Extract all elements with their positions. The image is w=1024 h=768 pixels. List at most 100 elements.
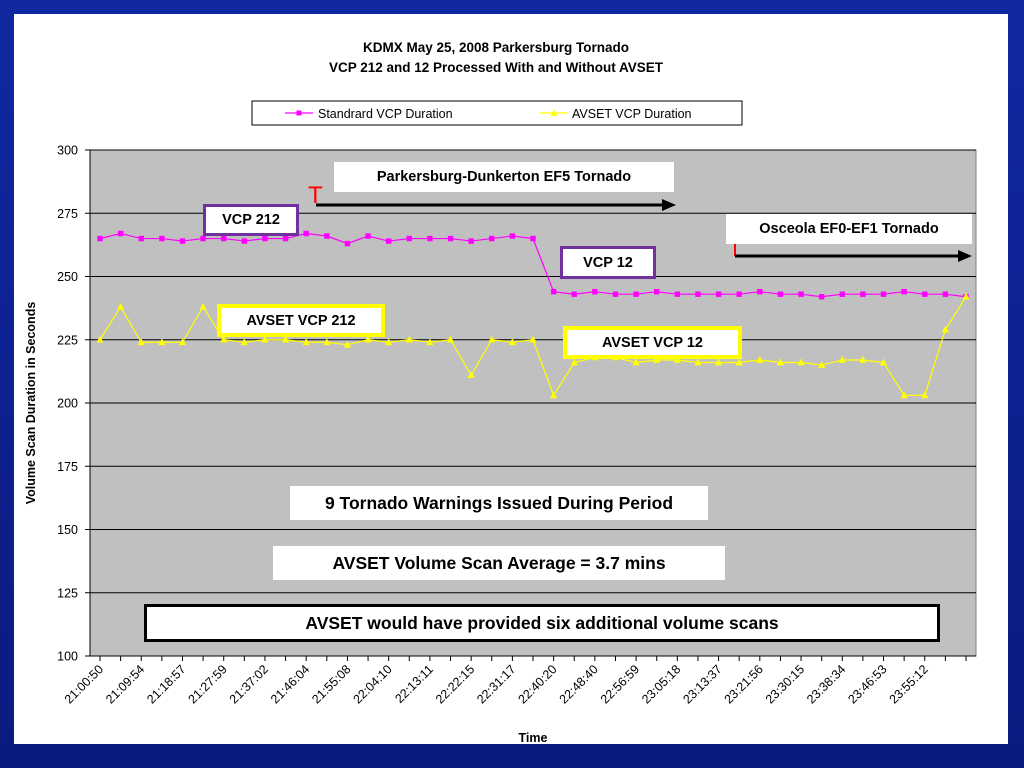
parkersburg-label: Parkersburg-Dunkerton EF5 Tornado [334, 162, 674, 192]
standard-point [138, 235, 144, 242]
avset-point [137, 338, 145, 346]
standard-point [654, 288, 660, 295]
vcp212-label: VCP 212 [203, 204, 299, 236]
additional-scans-label: AVSET would have provided six additional… [144, 604, 940, 642]
avset-point [364, 335, 372, 343]
legend-label-avset: AVSET VCP Duration [572, 107, 692, 121]
y-tick-label: 100 [57, 650, 78, 664]
avset-point [343, 340, 352, 348]
avset-point [879, 358, 888, 366]
legend-marker-avset [550, 109, 558, 116]
x-tick-label: 23:30:15 [763, 662, 807, 706]
y-tick-label: 275 [57, 207, 78, 221]
chart-subtitle: VCP 212 and 12 Processed With and Withou… [329, 60, 664, 75]
avset-point [158, 338, 166, 346]
standard-point [344, 240, 351, 247]
standard-point [489, 235, 495, 242]
standard-point [571, 291, 577, 297]
standard-point [468, 238, 474, 244]
avset-point [199, 302, 207, 310]
avset-point [550, 391, 558, 399]
x-tick-label: 21:27:59 [186, 662, 230, 706]
x-tick-label: 21:37:02 [227, 662, 271, 706]
standard-point [880, 291, 887, 297]
standard-point [942, 291, 949, 297]
osceola-label: Osceola EF0-EF1 Tornado [726, 214, 972, 244]
chart-title: KDMX May 25, 2008 Parkersburg Tornado [363, 40, 629, 55]
standard-point [633, 291, 639, 297]
x-tick-label: 22:56:59 [598, 662, 642, 706]
standard-point [592, 288, 598, 295]
avset-point [962, 292, 970, 300]
x-tick-label: 21:18:57 [144, 662, 188, 706]
warnings-label: 9 Tornado Warnings Issued During Period [290, 486, 708, 520]
x-tick-label: 22:48:40 [557, 662, 601, 706]
avset-point [426, 338, 434, 346]
legend-label-standard: Standrard VCP Duration [318, 107, 453, 121]
x-tick-label: 22:31:17 [474, 662, 518, 706]
y-axis-title: Volume Scan Duration in Seconds [24, 302, 38, 505]
standard-point [385, 238, 392, 244]
standard-point [241, 238, 248, 244]
standard-point [324, 233, 330, 239]
avset-point [818, 361, 826, 368]
standard-point [365, 233, 371, 239]
avset-point [735, 358, 743, 366]
avset-point [653, 355, 661, 363]
avset-point [240, 338, 248, 346]
standard-point [406, 235, 412, 242]
x-tick-label: 21:00:50 [62, 662, 106, 706]
avset-point [859, 355, 867, 363]
standard-point [303, 230, 309, 237]
y-tick-label: 200 [57, 397, 78, 411]
avset-point [694, 358, 702, 366]
avset-point [714, 358, 723, 366]
avset-point [529, 335, 537, 343]
x-tick-label: 23:55:12 [887, 662, 931, 706]
standard-point [97, 235, 103, 242]
standard-point [509, 233, 516, 239]
avset-point [921, 391, 929, 399]
avset-point [385, 338, 393, 346]
gridlines [90, 149, 976, 594]
legend: Standrard VCP Duration AVSET VCP Duratio… [251, 100, 743, 126]
x-tick-label: 22:40:20 [515, 662, 559, 706]
standard-point [839, 291, 845, 297]
y-tick-label: 125 [57, 586, 78, 600]
annotation-arrows: T [308, 182, 972, 262]
standard-point [715, 291, 722, 297]
standard-point [818, 294, 825, 300]
avset-point [446, 335, 455, 343]
standard-point [550, 288, 557, 295]
x-tick-label: 23:21:56 [722, 662, 766, 706]
standard-point [674, 291, 681, 297]
avset-point [178, 338, 187, 346]
y-axis: 100 125 150 175 200 225 250 275 300 [57, 144, 91, 664]
x-tick-label: 23:38:34 [804, 662, 848, 706]
standard-point [901, 288, 907, 295]
standard-point [612, 291, 619, 297]
x-tick-label: 22:13:11 [392, 662, 436, 706]
x-axis: 21:00:5021:09:5421:18:5721:27:5921:37:02… [62, 655, 976, 707]
standard-point [179, 238, 186, 244]
standard-point [200, 235, 206, 242]
standard-point [427, 235, 433, 242]
standard-point [736, 291, 742, 297]
avset-point [756, 355, 764, 363]
x-tick-label: 21:46:04 [268, 662, 312, 706]
avset-point [488, 335, 496, 343]
avset-point [220, 335, 228, 343]
avset-point [632, 358, 640, 366]
standard-point [447, 235, 454, 242]
standard-point [221, 235, 227, 242]
standard-point [777, 291, 784, 297]
avset-point [776, 358, 785, 366]
avset212-label: AVSET VCP 212 [217, 304, 385, 337]
avset-point [508, 338, 516, 346]
avset-point [261, 335, 269, 343]
standard-point [117, 230, 124, 237]
avset12-label: AVSET VCP 12 [563, 326, 742, 359]
y-tick-label: 300 [57, 144, 78, 158]
y-tick-label: 250 [57, 270, 78, 284]
